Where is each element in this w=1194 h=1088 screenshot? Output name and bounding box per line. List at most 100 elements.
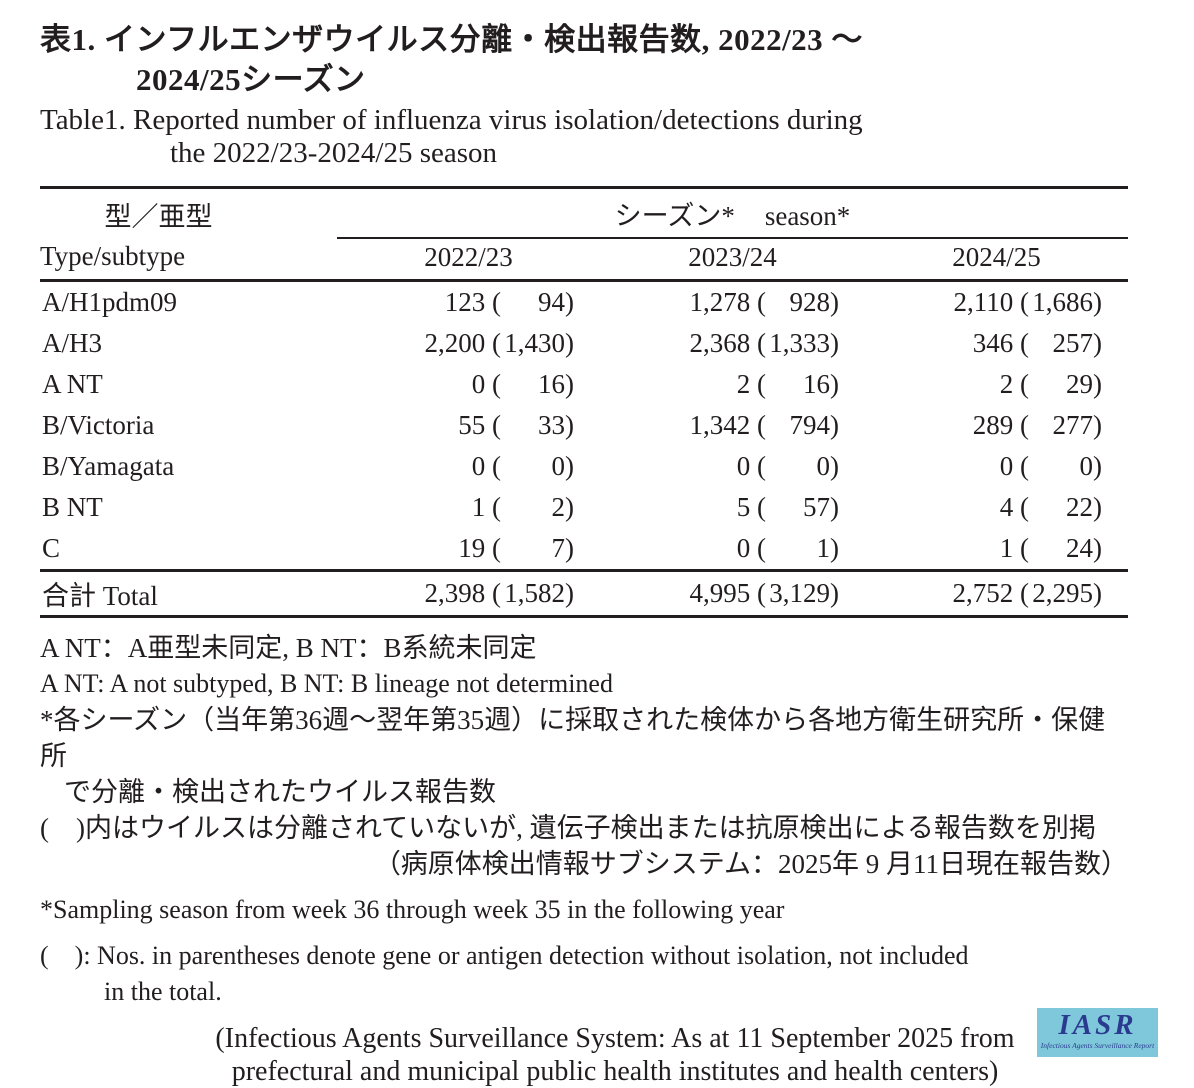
paren-close: ) (1093, 328, 1102, 358)
table-cell: 0 (0) (865, 451, 1128, 482)
paren-open: ( (1013, 410, 1029, 440)
table-row: C 19 (7) 0 (1) 1 (24) (40, 528, 1128, 571)
table-cell: 5 (57) (600, 492, 865, 523)
table-cell: 0 (1) (600, 533, 865, 564)
title-jp-line2: 2024/25シーズン (136, 62, 366, 97)
table-row: B/Victoria 55 (33) 1,342 (794) 289 (277) (40, 405, 1128, 446)
paren-open: ( (750, 287, 766, 317)
note-season-en: *Sampling season from week 36 through we… (40, 895, 785, 924)
paren-open: ( (750, 492, 766, 522)
title-en-line1: Table1. Reported number of influenza vir… (40, 104, 863, 136)
note-source-jp: （病原体検出情報サブシステム：2025年 9 月11日現在報告数） (373, 849, 1128, 879)
detection-count: 257 (1052, 328, 1094, 358)
table-row: A/H3 2,200 (1,430) 2,368 (1,333) 346 (25… (40, 323, 1128, 364)
table-row: A/H1pdm09 123 (94) 1,278 (928) 2,110 (1,… (40, 281, 1128, 324)
isolation-count: 0 (471, 369, 486, 399)
isolation-count: 2,398 (424, 578, 486, 608)
note-paren-en-line2: in the total. (104, 977, 222, 1006)
table-row: A NT 0 (16) 2 (16) 2 (29) (40, 364, 1128, 405)
table-cell: 1 (2) (337, 492, 600, 523)
paren-open: ( (750, 578, 766, 608)
detection-count: 7 (551, 533, 566, 563)
isolation-count: 2,200 (424, 328, 486, 358)
table-cell: 1,342 (794) (600, 410, 865, 441)
row-label: A NT (42, 369, 103, 399)
isolation-count: 2,368 (689, 328, 751, 358)
season-col-2022-23: 2022/23 (337, 238, 600, 282)
isolation-count: 0 (999, 451, 1014, 481)
detection-count: 94 (538, 287, 565, 317)
table-row: B NT 1 (2) 5 (57) 4 (22) (40, 487, 1128, 528)
isolation-count: 0 (736, 533, 751, 563)
detection-count: 1 (816, 533, 831, 563)
iasr-logo-text: IASR (1058, 1009, 1137, 1041)
detection-count: 33 (538, 410, 565, 440)
isolation-count: 2 (736, 369, 751, 399)
paren-close: ) (830, 492, 839, 522)
table-cell: 0 (0) (600, 451, 865, 482)
paren-close: ) (1093, 410, 1102, 440)
table-cell: 2,110 (1,686) (865, 287, 1128, 318)
paren-open: ( (485, 451, 501, 481)
isolation-count: 55 (458, 410, 486, 440)
detection-count: 277 (1052, 410, 1094, 440)
isolation-count: 19 (458, 533, 486, 563)
iasr-logo: IASR Infectious Agents Surveillance Repo… (1037, 1008, 1158, 1057)
paren-close: ) (565, 533, 574, 563)
detection-count: 29 (1066, 369, 1093, 399)
paren-close: ) (565, 492, 574, 522)
isolation-count: 4 (999, 492, 1014, 522)
paren-close: ) (830, 578, 839, 608)
paren-close: ) (1093, 492, 1102, 522)
paren-close: ) (565, 287, 574, 317)
paren-open: ( (485, 328, 501, 358)
note-source-en-line1: (Infectious Agents Surveillance System: … (215, 1023, 1015, 1054)
table-cell: 2,398 (1,582) (337, 578, 600, 609)
detection-count: 1,430 (504, 328, 565, 358)
paren-open: ( (750, 369, 766, 399)
paren-close: ) (830, 369, 839, 399)
row-label: C (42, 533, 61, 563)
title-jp-line1: 表1. インフルエンザウイルス分離・検出報告数, 2022/23 ～ (40, 22, 863, 57)
detection-count: 3,129 (769, 578, 830, 608)
season-col-2024-25: 2024/25 (865, 238, 1128, 282)
influenza-isolation-table: 型／亜型 シーズン* season* Type/subtype 2022/23 2… (40, 186, 1128, 618)
paren-close: ) (565, 578, 574, 608)
table-cell: 4,995 (3,129) (600, 578, 865, 609)
note-paren-en-line1: ( ): Nos. in parentheses denote gene or … (40, 941, 969, 970)
paren-open: ( (1013, 369, 1029, 399)
note-season-jp-line1: *各シーズン（当年第36週～翌年第35週）に採取された検体から各地方衛生研究所・… (40, 705, 1106, 771)
detection-count: 928 (789, 287, 831, 317)
detection-count: 2 (551, 492, 566, 522)
paren-open: ( (1013, 578, 1029, 608)
paren-close: ) (1093, 533, 1102, 563)
title-english: Table1. Reported number of influenza vir… (40, 104, 1130, 170)
footnotes: A NT：A亜型未同定, B NT：B系統未同定 A NT: A not sub… (40, 630, 1130, 1088)
paren-open: ( (1013, 492, 1029, 522)
paren-close: ) (565, 369, 574, 399)
table-cell: 289 (277) (865, 410, 1128, 441)
note-nt-jp: A NT：A亜型未同定, B NT：B系統未同定 (40, 633, 537, 663)
paren-open: ( (750, 410, 766, 440)
table-cell: 2 (16) (600, 369, 865, 400)
isolation-count: 1 (471, 492, 486, 522)
table-cell: 19 (7) (337, 533, 600, 564)
iasr-logo-subtext: Infectious Agents Surveillance Report (1040, 1041, 1155, 1050)
paren-open: ( (750, 533, 766, 563)
row-label: B NT (42, 492, 103, 522)
paren-close: ) (1093, 578, 1102, 608)
detection-count: 0 (1079, 451, 1094, 481)
paren-close: ) (565, 451, 574, 481)
paren-open: ( (1013, 533, 1029, 563)
isolation-count: 289 (972, 410, 1014, 440)
note-source-en: (Infectious Agents Surveillance System: … (40, 1022, 1130, 1088)
paren-open: ( (485, 492, 501, 522)
isolation-count: 346 (972, 328, 1014, 358)
paren-close: ) (1093, 287, 1102, 317)
isolation-count: 1 (999, 533, 1014, 563)
detection-count: 57 (803, 492, 830, 522)
isolation-count: 123 (444, 287, 486, 317)
title-japanese: 表1. インフルエンザウイルス分離・検出報告数, 2022/23 ～ 2024/… (40, 20, 1130, 100)
detection-count: 0 (551, 451, 566, 481)
paren-open: ( (750, 328, 766, 358)
